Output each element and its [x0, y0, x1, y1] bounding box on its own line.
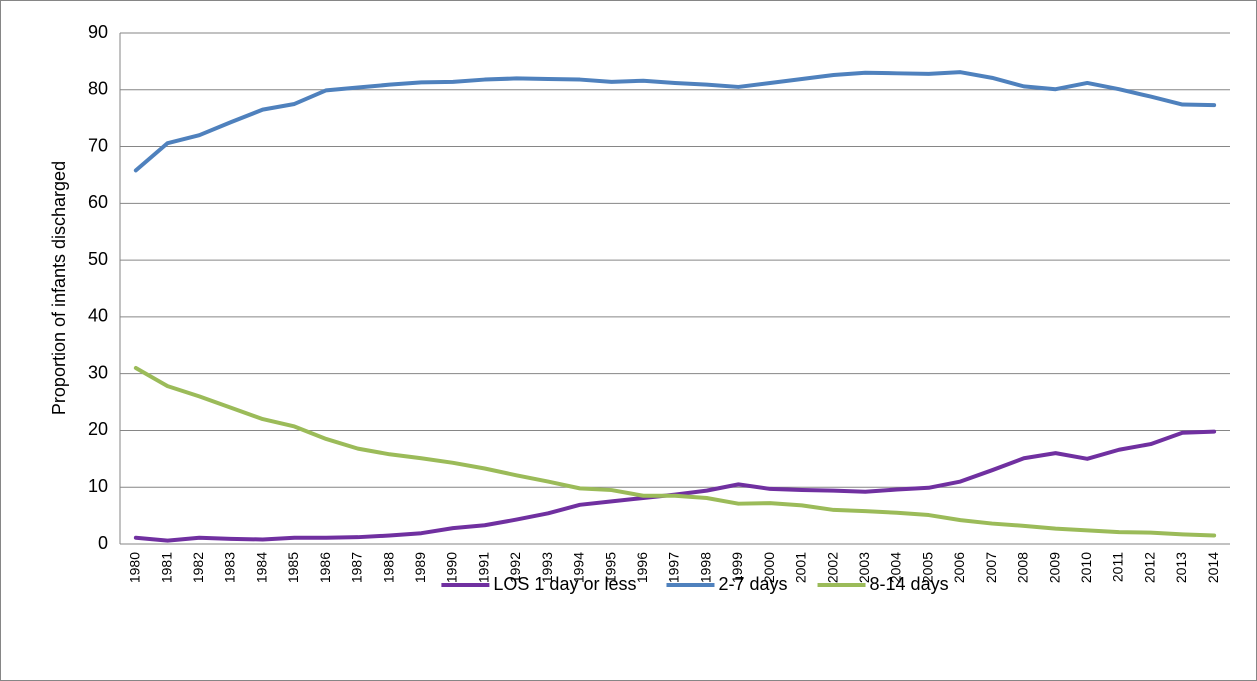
x-tick-label: 1986	[317, 552, 333, 583]
x-tick-label: 1998	[697, 552, 713, 583]
legend-label: 2-7 days	[718, 574, 787, 594]
x-tick-label: 2009	[1046, 552, 1062, 583]
y-tick-label: 10	[88, 476, 108, 496]
y-tick-label: 40	[88, 306, 108, 326]
legend-label: 8-14 days	[870, 574, 949, 594]
x-tick-label: 1990	[444, 552, 460, 583]
y-tick-label: 80	[88, 79, 108, 99]
y-tick-label: 30	[88, 362, 108, 382]
x-tick-label: 2003	[856, 552, 872, 583]
series-line	[133, 365, 1217, 538]
x-tick-label: 1981	[158, 552, 174, 583]
x-tick-label: 1987	[349, 552, 365, 583]
x-tick-label: 2008	[1015, 552, 1031, 583]
x-tick-label: 1994	[571, 552, 587, 583]
x-tick-label: 1991	[475, 552, 491, 583]
series-line	[133, 70, 1217, 173]
x-tick-label: 2010	[1078, 552, 1094, 583]
x-tick-label: 1989	[412, 552, 428, 583]
y-tick-label: 50	[88, 249, 108, 269]
y-tick-label: 70	[88, 135, 108, 155]
x-tick-label: 1999	[729, 552, 745, 583]
x-tick-label: 2004	[888, 552, 904, 583]
x-tick-label: 1982	[190, 552, 206, 583]
y-axis-title: Proportion of infants discharged	[49, 161, 69, 415]
x-tick-label: 1980	[127, 552, 143, 583]
legend-label: LOS 1 day or less	[493, 574, 636, 594]
x-tick-label: 2002	[824, 552, 840, 583]
y-tick-label: 90	[88, 22, 108, 42]
x-tick-label: 1993	[539, 552, 555, 583]
x-tick-label: 2007	[983, 552, 999, 583]
x-tick-label: 2001	[793, 552, 809, 583]
y-tick-label: 0	[98, 533, 108, 553]
x-tick-label: 1997	[666, 552, 682, 583]
x-tick-label: 2006	[951, 552, 967, 583]
x-tick-label: 2013	[1173, 552, 1189, 583]
x-tick-label: 1995	[602, 552, 618, 583]
x-tick-label: 2012	[1141, 552, 1157, 583]
x-tick-label: 1988	[380, 552, 396, 583]
x-tick-label: 1983	[222, 552, 238, 583]
x-tick-label: 2000	[761, 552, 777, 583]
x-tick-label: 1992	[507, 552, 523, 583]
x-tick-label: 1996	[634, 552, 650, 583]
x-tick-label: 2005	[919, 552, 935, 583]
x-tick-label: 2014	[1205, 552, 1221, 583]
y-tick-label: 20	[88, 419, 108, 439]
x-tick-label: 2011	[1110, 552, 1126, 582]
x-tick-label: 1985	[285, 552, 301, 583]
x-tick-label: 1984	[253, 552, 269, 583]
y-tick-label: 60	[88, 192, 108, 212]
